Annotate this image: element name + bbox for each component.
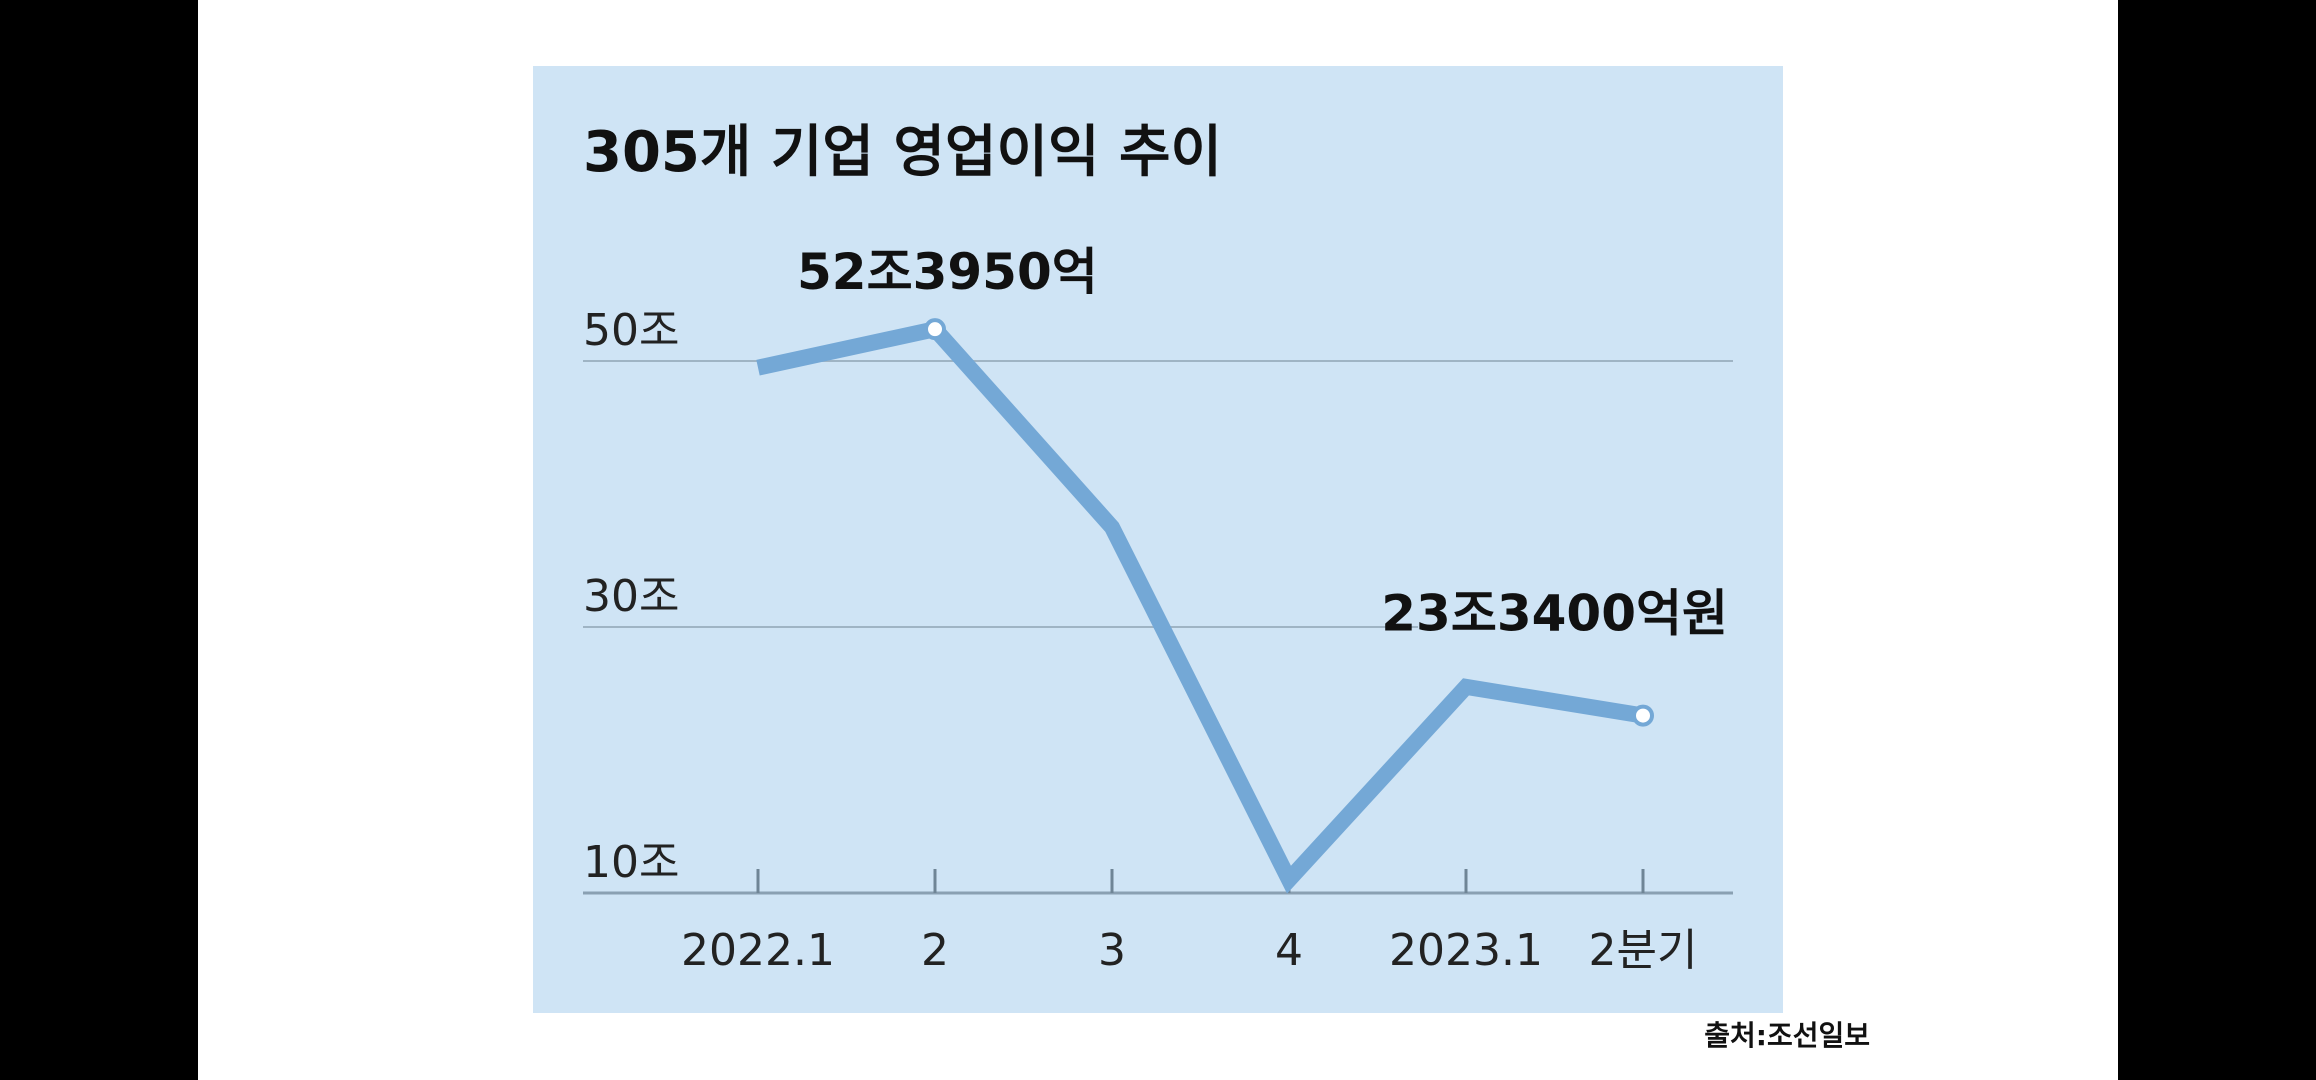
page-canvas: 305개 기업 영업이익 추이 50조 30조 10조 2022.1 2 3 4 2023.… — [198, 0, 2118, 1080]
chart-panel: 305개 기업 영업이익 추이 50조 30조 10조 2022.1 2 3 4 2023.… — [533, 66, 1783, 1013]
x-tick-label-1: 2 — [921, 925, 949, 976]
y-tick-label-2: 10조 — [583, 837, 679, 888]
x-axis: 2022.1 2 3 4 2023.1 2분기 — [681, 869, 1697, 976]
annotation-peak: 52조3950억 — [797, 243, 1098, 301]
y-tick-label-0: 50조 — [583, 305, 679, 356]
chart-title: 305개 기업 영업이익 추이 — [583, 120, 1222, 185]
source-credit: 출처:조선일보 — [1704, 1019, 1870, 1052]
line-chart: 305개 기업 영업이익 추이 50조 30조 10조 2022.1 2 3 4 2023.… — [583, 120, 1733, 976]
series-layer — [756, 320, 1645, 894]
annotation-latest-bg — [1418, 575, 1733, 642]
y-tick-label-1: 30조 — [583, 571, 679, 622]
x-tick-label-5: 2분기 — [1589, 925, 1698, 976]
series-line — [756, 320, 1645, 894]
x-tick-label-2: 3 — [1098, 925, 1126, 976]
y-axis: 50조 30조 10조 — [583, 305, 679, 888]
highlight-marker-1 — [1632, 704, 1654, 727]
annotation-latest: 23조3400억원 — [1381, 585, 1728, 643]
annotation-layer: 52조3950억 23조3400억원 — [797, 243, 1733, 727]
x-tick-label-0: 2022.1 — [681, 925, 835, 976]
x-tick-label-3: 4 — [1275, 925, 1303, 976]
highlight-marker-0 — [924, 318, 946, 341]
x-tick-label-4: 2023.1 — [1389, 925, 1543, 976]
